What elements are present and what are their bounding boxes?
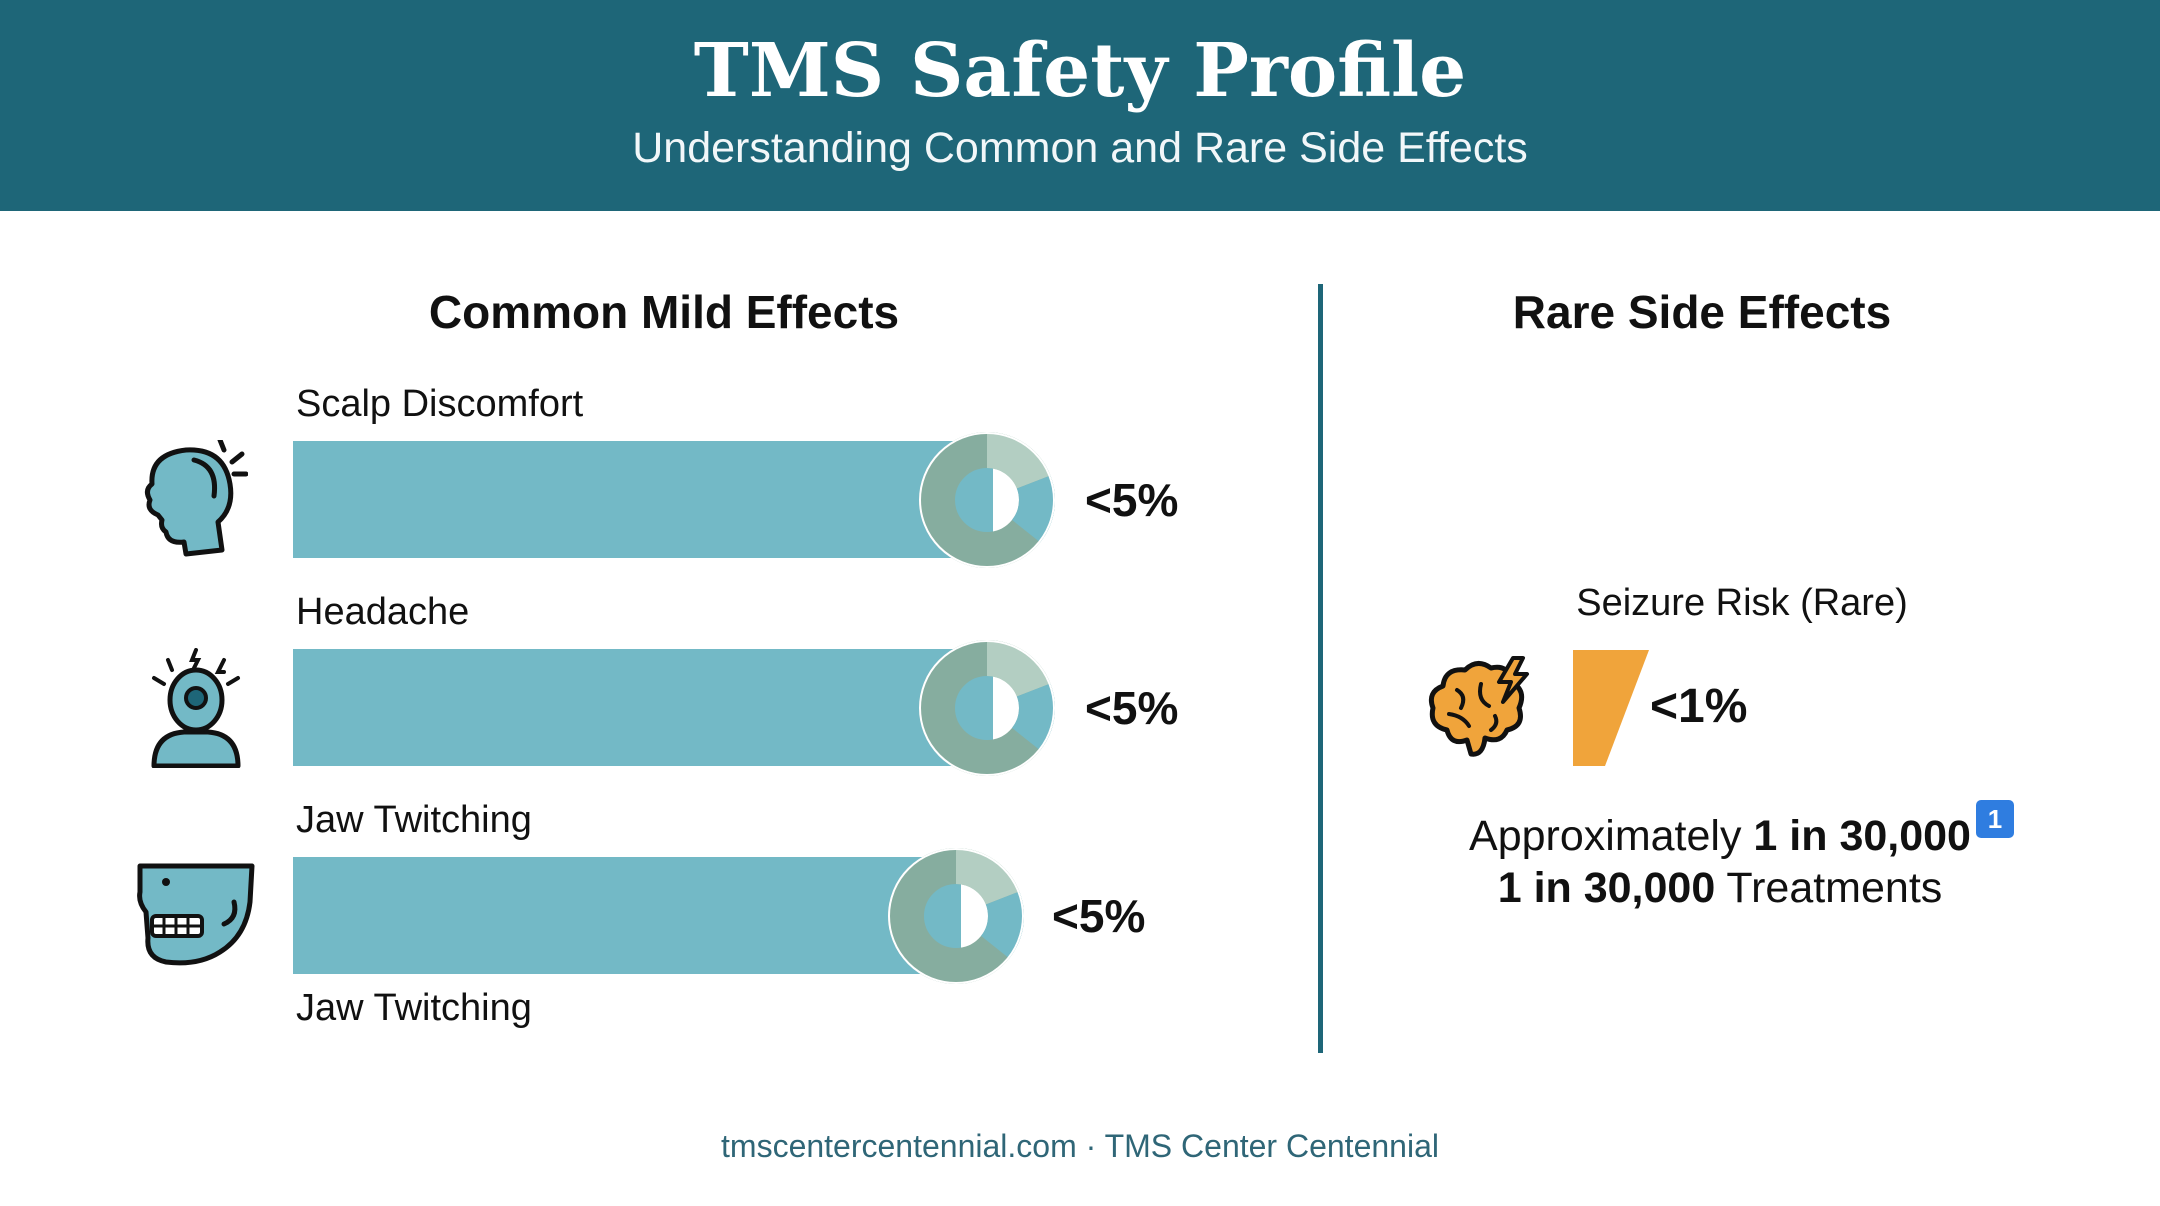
label-scalp-discomfort: Scalp Discomfort xyxy=(296,383,584,425)
jaw-skull-icon xyxy=(136,862,256,973)
page-subtitle: Understanding Common and Rare Side Effec… xyxy=(632,124,1528,172)
donut-scalp-discomfort xyxy=(919,432,1055,568)
label-headache: Headache xyxy=(296,591,470,633)
bar-seizure-risk xyxy=(1573,650,1649,766)
approx-line-2: 1 in 30,000 Treatments xyxy=(1497,864,1943,912)
donut-headache xyxy=(919,640,1055,776)
headache-person-icon xyxy=(146,648,246,773)
value-scalp-discomfort: <5% xyxy=(1085,474,1179,526)
page-title: TMS Safety Profile xyxy=(693,28,1467,114)
approx-line-1: Approximately 1 in 30,000 xyxy=(1469,812,1971,860)
donut-jaw-twitching xyxy=(888,848,1024,984)
value-jaw-twitching: <5% xyxy=(1052,890,1146,942)
value-seizure-risk: <1% xyxy=(1650,680,1748,733)
label-jaw-twitching-repeat: Jaw Twitching xyxy=(296,987,532,1029)
value-headache: <5% xyxy=(1085,682,1179,734)
section-divider xyxy=(1318,284,1323,1053)
rare-effects-title: Rare Side Effects xyxy=(1512,286,1892,338)
label-seizure-risk: Seizure Risk (Rare) xyxy=(1576,582,1908,624)
bar-headache xyxy=(293,649,993,766)
bar-scalp-discomfort xyxy=(293,441,993,558)
common-effects-title: Common Mild Effects xyxy=(428,286,900,338)
head-pain-icon xyxy=(138,437,249,565)
header-banner: TMS Safety Profile Understanding Common … xyxy=(0,0,2160,211)
footer-text: tmscentercentennial.com · TMS Center Cen… xyxy=(721,1128,1439,1164)
bar-jaw-twitching xyxy=(293,857,961,974)
brain-lightning-icon xyxy=(1427,656,1535,767)
footnote-badge[interactable]: 1 xyxy=(1976,800,2014,838)
label-jaw-twitching: Jaw Twitching xyxy=(296,799,532,841)
